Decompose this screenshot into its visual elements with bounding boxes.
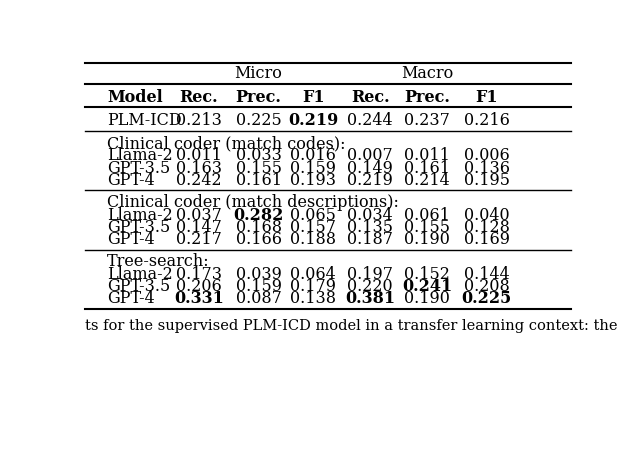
Text: 0.241: 0.241	[402, 278, 452, 295]
Text: 0.161: 0.161	[404, 159, 450, 177]
Text: Tree-search:: Tree-search:	[108, 253, 210, 271]
Text: 0.225: 0.225	[236, 112, 282, 129]
Text: 0.152: 0.152	[404, 266, 450, 283]
Text: 0.128: 0.128	[464, 219, 509, 236]
Text: 0.244: 0.244	[348, 112, 393, 129]
Text: Clinical coder (match descriptions):: Clinical coder (match descriptions):	[108, 194, 399, 211]
Text: Prec.: Prec.	[404, 89, 450, 106]
Text: 0.220: 0.220	[348, 278, 393, 295]
Text: 0.197: 0.197	[347, 266, 393, 283]
Text: 0.161: 0.161	[236, 172, 282, 189]
Text: 0.147: 0.147	[176, 219, 222, 236]
Text: 0.040: 0.040	[464, 206, 509, 224]
Text: 0.159: 0.159	[290, 159, 336, 177]
Text: 0.016: 0.016	[290, 147, 336, 164]
Text: GPT-4: GPT-4	[108, 290, 155, 307]
Text: GPT-4: GPT-4	[108, 172, 155, 189]
Text: 0.037: 0.037	[176, 206, 222, 224]
Text: Macro: Macro	[401, 65, 453, 82]
Text: 0.149: 0.149	[348, 159, 393, 177]
Text: 0.187: 0.187	[347, 231, 393, 248]
Text: 0.061: 0.061	[404, 206, 450, 224]
Text: 0.188: 0.188	[290, 231, 336, 248]
Text: F1: F1	[476, 89, 498, 106]
Text: 0.206: 0.206	[176, 278, 222, 295]
Text: 0.087: 0.087	[236, 290, 282, 307]
Text: 0.190: 0.190	[404, 290, 450, 307]
Text: 0.219: 0.219	[348, 172, 393, 189]
Text: 0.163: 0.163	[176, 159, 222, 177]
Text: GPT-3.5: GPT-3.5	[108, 278, 170, 295]
Text: 0.159: 0.159	[236, 278, 282, 295]
Text: 0.217: 0.217	[176, 231, 222, 248]
Text: 0.007: 0.007	[348, 147, 393, 164]
Text: 0.138: 0.138	[290, 290, 336, 307]
Text: Rec.: Rec.	[351, 89, 390, 106]
Text: 0.242: 0.242	[176, 172, 222, 189]
Text: 0.033: 0.033	[236, 147, 282, 164]
Text: 0.225: 0.225	[461, 290, 512, 307]
Text: F1: F1	[302, 89, 324, 106]
Text: GPT-3.5: GPT-3.5	[108, 219, 170, 236]
Text: 0.282: 0.282	[234, 206, 284, 224]
Text: Rec.: Rec.	[180, 89, 218, 106]
Text: 0.193: 0.193	[290, 172, 336, 189]
Text: 0.034: 0.034	[348, 206, 393, 224]
Text: Model: Model	[108, 89, 163, 106]
Text: 0.195: 0.195	[464, 172, 509, 189]
Text: 0.216: 0.216	[464, 112, 509, 129]
Text: 0.155: 0.155	[236, 159, 282, 177]
Text: Micro: Micro	[235, 65, 282, 82]
Text: 0.179: 0.179	[290, 278, 336, 295]
Text: 0.006: 0.006	[464, 147, 509, 164]
Text: 0.168: 0.168	[236, 219, 282, 236]
Text: 0.065: 0.065	[290, 206, 336, 224]
Text: Llama-2: Llama-2	[108, 147, 173, 164]
Text: 0.011: 0.011	[176, 147, 222, 164]
Text: 0.169: 0.169	[464, 231, 509, 248]
Text: 0.011: 0.011	[404, 147, 450, 164]
Text: 0.214: 0.214	[404, 172, 450, 189]
Text: 0.173: 0.173	[176, 266, 222, 283]
Text: 0.166: 0.166	[236, 231, 282, 248]
Text: 0.144: 0.144	[464, 266, 509, 283]
Text: 0.381: 0.381	[345, 290, 396, 307]
Text: PLM-ICD: PLM-ICD	[108, 112, 182, 129]
Text: 0.213: 0.213	[176, 112, 222, 129]
Text: GPT-4: GPT-4	[108, 231, 155, 248]
Text: 0.190: 0.190	[404, 231, 450, 248]
Text: GPT-3.5: GPT-3.5	[108, 159, 170, 177]
Text: 0.135: 0.135	[347, 219, 393, 236]
Text: 0.237: 0.237	[404, 112, 450, 129]
Text: Clinical coder (match codes):: Clinical coder (match codes):	[108, 135, 346, 152]
Text: Prec.: Prec.	[236, 89, 282, 106]
Text: 0.064: 0.064	[291, 266, 336, 283]
Text: 0.039: 0.039	[236, 266, 282, 283]
Text: 0.136: 0.136	[464, 159, 509, 177]
Text: Llama-2: Llama-2	[108, 206, 173, 224]
Text: 0.331: 0.331	[174, 290, 224, 307]
Text: 0.219: 0.219	[288, 112, 339, 129]
Text: 0.155: 0.155	[404, 219, 450, 236]
Text: Llama-2: Llama-2	[108, 266, 173, 283]
Text: 0.208: 0.208	[464, 278, 509, 295]
Text: 0.157: 0.157	[290, 219, 336, 236]
Text: ts for the supervised PLM-ICD model in a transfer learning context: the: ts for the supervised PLM-ICD model in a…	[85, 319, 618, 333]
